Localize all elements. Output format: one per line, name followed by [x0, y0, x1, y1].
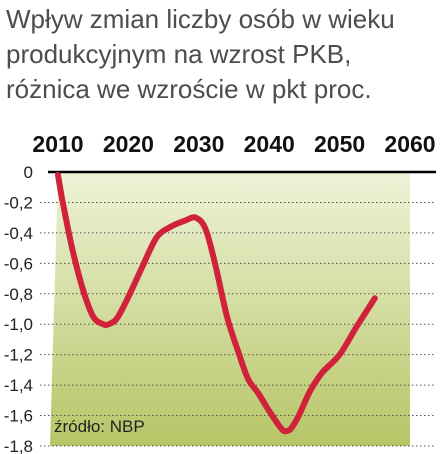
title-line-1: Wpływ zmian liczby osób w wieku [6, 4, 395, 34]
y-tick-label: -0,8 [4, 285, 33, 304]
source-label: źródło: NBP [54, 417, 145, 436]
x-tick-label: 2060 [384, 131, 435, 157]
x-tick-label: 2010 [32, 131, 83, 157]
y-tick-label: 0 [24, 163, 33, 182]
series-line [55, 172, 378, 435]
x-tick-label: 2050 [314, 131, 365, 157]
series [55, 172, 378, 435]
y-tick-label: -0,6 [4, 254, 33, 273]
background-area [50, 172, 410, 446]
grid-lines [40, 170, 436, 447]
y-axis-ticks: 0 -0,2 -0,4 -0,6 -0,8 -1,0 -1,2 -1,4 -1,6 -1,8 [4, 163, 33, 454]
x-tick-label: 2040 [244, 131, 295, 157]
y-tick-label: -0,4 [4, 224, 33, 243]
y-tick-label: -1,4 [4, 376, 33, 395]
chart-title: Wpływ zmian liczby osób w wieku produkcy… [6, 2, 436, 107]
y-tick-label: -0,2 [4, 193, 33, 212]
y-tick-label: -1,0 [4, 315, 33, 334]
x-tick-label: 2020 [103, 131, 154, 157]
title-line-2: produkcyjnym na wzrost PKB, [6, 39, 352, 69]
y-tick-label: -1,2 [4, 346, 33, 365]
x-tick-label: 2030 [173, 131, 224, 157]
area-fill [50, 172, 410, 446]
x-axis-ticks: 2010 2020 2030 2040 2050 2060 [32, 131, 435, 157]
y-tick-label: -1,8 [4, 437, 33, 454]
y-tick-label: -1,6 [4, 407, 33, 426]
title-line-3: różnica we wzroście w pkt proc. [6, 74, 372, 104]
